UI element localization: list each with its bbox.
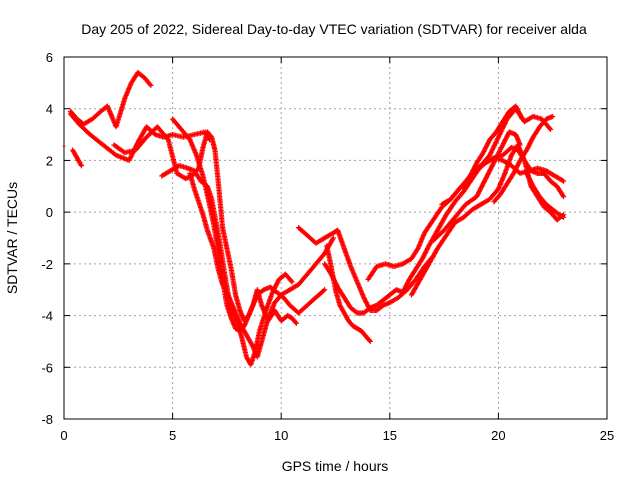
data-point-marker: [366, 337, 372, 343]
data-point-marker: [330, 235, 336, 241]
y-tick-label: -4: [41, 309, 53, 324]
y-tick-label: 4: [46, 102, 53, 117]
grid-lines: [64, 57, 607, 419]
y-tick-label: 2: [46, 153, 53, 168]
x-tick-label: 0: [60, 428, 67, 443]
stray-annotation-mark: -: [62, 138, 66, 152]
data-point-marker: [320, 288, 327, 294]
data-point-marker: [560, 194, 567, 200]
y-tick-label: 0: [46, 205, 53, 220]
data-point-marker: [78, 163, 84, 169]
data-point-marker: [519, 116, 525, 122]
chart-title: Day 205 of 2022, Sidereal Day-to-day VTE…: [81, 21, 587, 37]
y-tick-label: -2: [41, 257, 53, 272]
x-tick-label: 25: [600, 428, 614, 443]
data-point-marker: [148, 82, 154, 89]
data-point-marker: [559, 214, 566, 220]
data-point-marker: [353, 309, 359, 315]
data-point-marker: [288, 278, 294, 284]
data-point-marker: [292, 319, 299, 325]
data-point-marker: [293, 320, 300, 326]
data-point-marker: [550, 113, 556, 120]
x-tick-label: 20: [491, 428, 505, 443]
x-tick-label: 15: [383, 428, 397, 443]
data-point-marker: [517, 142, 523, 148]
axis-ticks: 0 5 10 15 20 25 -8 -6 -4 -2 0 2 4 6 -: [41, 50, 614, 443]
data-point-marker: [322, 287, 328, 293]
plot-area-frame: [63, 56, 608, 420]
y-axis-label: SDTVAR / TECUs: [4, 182, 20, 294]
y-tick-label: -8: [41, 412, 53, 427]
x-tick-label: 5: [169, 428, 176, 443]
y-tick-label: -6: [41, 360, 53, 375]
data-point-marker: [147, 81, 153, 87]
data-point-marker: [560, 214, 567, 220]
x-tick-label: 10: [274, 428, 288, 443]
y-tick-label: 6: [46, 50, 53, 65]
x-axis-label: GPS time / hours: [282, 458, 389, 474]
data-point-marker: [289, 279, 295, 285]
data-point-marker: [367, 338, 373, 345]
data-point-marker: [560, 178, 567, 184]
data-point-marker: [547, 126, 554, 132]
data-points: [67, 69, 567, 368]
